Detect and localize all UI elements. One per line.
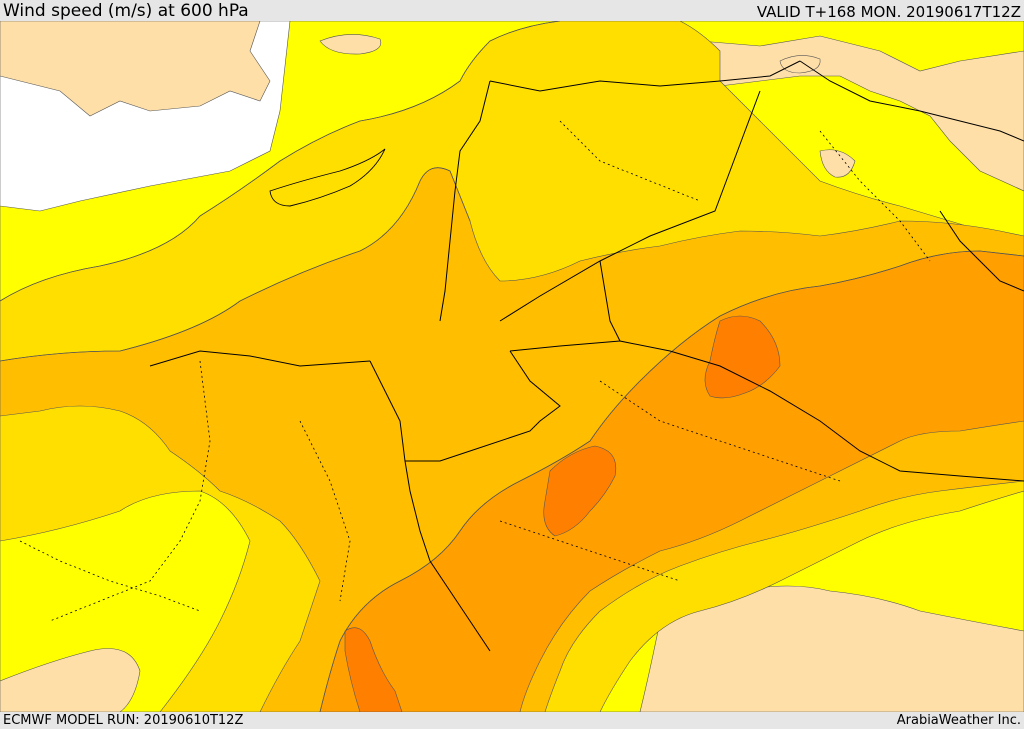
header-bar: Wind speed (m/s) at 600 hPa VALID T+168 … [0,0,1024,21]
country-borders [149,60,1024,652]
calm-region-southwest [0,648,141,712]
model-run: ECMWF MODEL RUN: 20190610T12Z [3,713,244,728]
footer-bar: ECMWF MODEL RUN: 20190610T12Z ArabiaWeat… [0,712,1024,729]
admin-boundaries [19,120,931,622]
band-25-30-west [543,445,617,537]
calm-blob-c [819,149,856,178]
calm-region-northeast [639,35,1024,192]
band-25-30-south [344,627,403,712]
credit: ArabiaWeather Inc. [896,713,1021,728]
valid-time: VALID T+168 MON. 20190617T12Z [756,3,1021,21]
calm-blob-b [779,55,821,74]
contour-lines [0,21,1024,712]
band-25-30-east [704,315,781,399]
calm-region-northwest [0,21,271,117]
map-title: Wind speed (m/s) at 600 hPa [3,1,249,21]
wind-speed-map[interactable] [0,21,1024,712]
cyprus-island [269,148,386,207]
calm-blob-a [319,34,382,55]
